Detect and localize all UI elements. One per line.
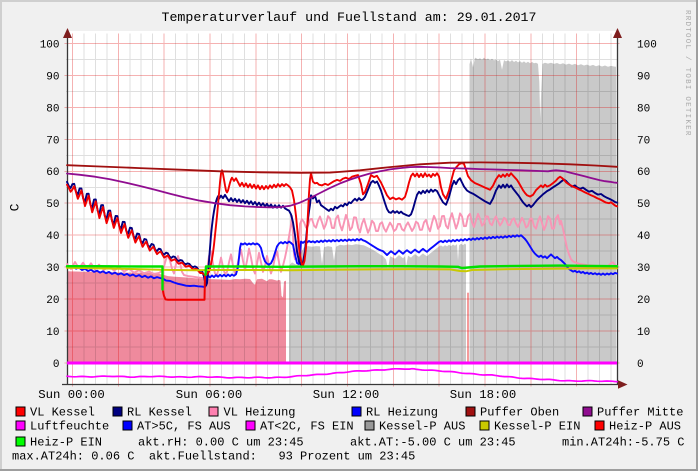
svg-text:Sun 06:00: Sun 06:00 xyxy=(176,388,242,402)
svg-text:Sun 18:00: Sun 18:00 xyxy=(450,388,516,402)
svg-text:40: 40 xyxy=(637,231,650,243)
svg-text:40: 40 xyxy=(46,231,59,243)
svg-text:akt.rH: 0.00 C um 23:45: akt.rH: 0.00 C um 23:45 xyxy=(138,436,304,450)
svg-text:RRDTOOL / TOBI OETIKER: RRDTOOL / TOBI OETIKER xyxy=(683,10,691,137)
svg-text:max.AT24h: 0.06 C akt.Fuellst: max.AT24h: 0.06 C akt.Fuellstand: 93 Pro… xyxy=(12,450,415,464)
svg-text:Puffer Mitte: Puffer Mitte xyxy=(597,406,683,420)
svg-text:90: 90 xyxy=(637,71,650,83)
svg-text:Heiz-P AUS: Heiz-P AUS xyxy=(609,420,681,434)
svg-text:80: 80 xyxy=(46,103,59,115)
svg-text:Kessel-P EIN: Kessel-P EIN xyxy=(494,420,580,434)
svg-text:AT>5C, FS AUS: AT>5C, FS AUS xyxy=(137,420,231,434)
svg-text:20: 20 xyxy=(46,295,59,307)
svg-text:20: 20 xyxy=(637,295,650,307)
svg-text:10: 10 xyxy=(46,327,59,339)
svg-text:Sun 12:00: Sun 12:00 xyxy=(313,388,379,402)
svg-text:60: 60 xyxy=(637,167,650,179)
svg-text:50: 50 xyxy=(46,199,59,211)
svg-text:Heiz-P EIN: Heiz-P EIN xyxy=(30,436,102,450)
svg-text:70: 70 xyxy=(637,135,650,147)
svg-text:100: 100 xyxy=(40,39,60,51)
svg-text:80: 80 xyxy=(637,103,650,115)
svg-text:RL Heizung: RL Heizung xyxy=(366,406,438,420)
svg-text:VL Heizung: VL Heizung xyxy=(224,406,296,420)
svg-text:60: 60 xyxy=(46,167,59,179)
svg-text:70: 70 xyxy=(46,135,59,147)
svg-text:30: 30 xyxy=(637,263,650,275)
svg-text:akt.AT:-5.00 C um 23:45: akt.AT:-5.00 C um 23:45 xyxy=(350,436,516,450)
svg-text:AT<2C, FS EIN: AT<2C, FS EIN xyxy=(260,420,354,434)
svg-text:100: 100 xyxy=(637,39,657,51)
svg-text:Kessel-P AUS: Kessel-P AUS xyxy=(379,420,465,434)
svg-text:50: 50 xyxy=(637,199,650,211)
svg-text:10: 10 xyxy=(637,327,650,339)
svg-text:RL Kessel: RL Kessel xyxy=(127,406,192,420)
svg-text:0: 0 xyxy=(53,359,60,371)
svg-text:30: 30 xyxy=(46,263,59,275)
svg-text:VL Kessel: VL Kessel xyxy=(30,406,95,420)
svg-text:0: 0 xyxy=(637,359,644,371)
svg-text:C: C xyxy=(8,203,23,211)
svg-text:Temperaturverlauf und Fuellsta: Temperaturverlauf und Fuellstand am: 29.… xyxy=(161,10,536,25)
svg-text:min.AT24h:-5.75 C: min.AT24h:-5.75 C xyxy=(562,436,684,450)
svg-text:Sun 00:00: Sun 00:00 xyxy=(38,388,104,402)
svg-text:Puffer Oben: Puffer Oben xyxy=(480,406,559,420)
svg-text:Luftfeuchte: Luftfeuchte xyxy=(30,420,109,434)
svg-text:90: 90 xyxy=(46,71,59,83)
